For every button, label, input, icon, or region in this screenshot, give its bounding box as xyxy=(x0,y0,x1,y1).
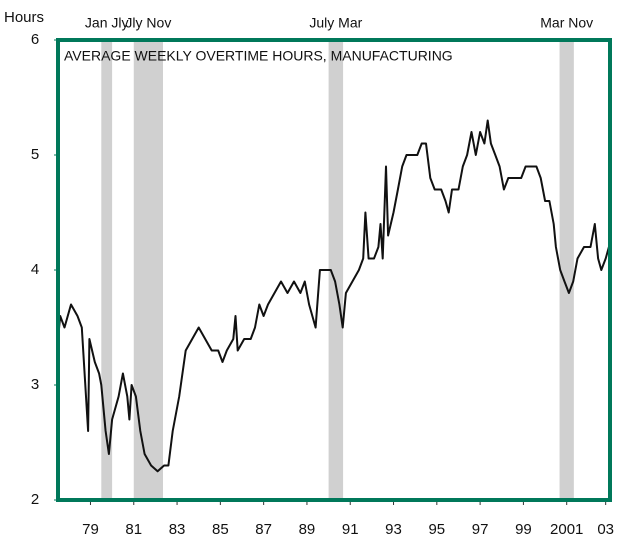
recession-label: Mar Nov xyxy=(540,15,593,31)
x-tick-label: 85 xyxy=(212,521,229,538)
y-tick-label: 5 xyxy=(31,146,39,163)
x-tick-label: 99 xyxy=(515,521,532,538)
recession-band xyxy=(101,40,113,500)
x-tick-label: 2001 xyxy=(550,521,583,538)
y-tick-label: 3 xyxy=(31,376,39,393)
x-tick-label: 89 xyxy=(299,521,316,538)
y-tick-label: 2 xyxy=(31,491,39,508)
x-tick-label: 95 xyxy=(428,521,445,538)
plot-frame xyxy=(56,38,612,502)
recession-label: Jan Jly xyxy=(85,15,129,31)
x-tick-label: 83 xyxy=(169,521,186,538)
x-tick-label: 81 xyxy=(125,521,142,538)
x-tick-label: 87 xyxy=(255,521,272,538)
x-tick-label: 97 xyxy=(472,521,489,538)
chart-title: AVERAGE WEEKLY OVERTIME HOURS, MANUFACTU… xyxy=(64,48,453,64)
y-tick-label: 6 xyxy=(31,31,39,48)
recession-band xyxy=(133,40,163,500)
x-tick-label: 91 xyxy=(342,521,359,538)
recession-label: Jly Nov xyxy=(125,15,171,31)
recession-band xyxy=(328,40,344,500)
data-line xyxy=(57,119,610,473)
x-tick-label: 79 xyxy=(82,521,99,538)
y-tick-label: 4 xyxy=(31,261,39,278)
x-tick-label: 93 xyxy=(385,521,402,538)
y-axis-label: Hours xyxy=(4,9,44,26)
recession-band xyxy=(559,40,574,500)
x-tick-label: 03 xyxy=(597,521,614,538)
recession-label: July Mar xyxy=(309,15,362,31)
